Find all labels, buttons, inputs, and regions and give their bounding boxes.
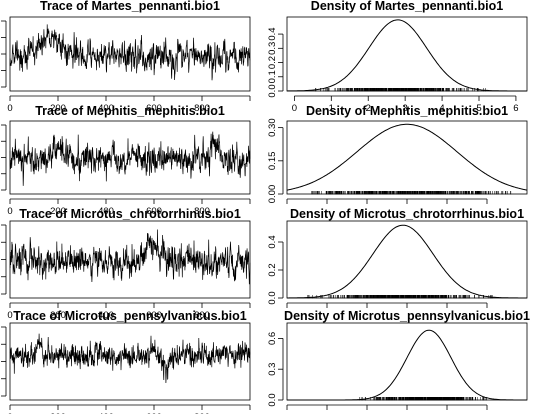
panel-6-title: Density of Microtus_chrotorrhinus.bio1	[290, 207, 524, 221]
panel-6-density-curve	[287, 224, 527, 299]
panel-5-trace-line	[9, 229, 251, 285]
panel-3-x-tick-label: 0	[7, 206, 12, 217]
panel-5-x-tick-label: 200	[50, 310, 66, 321]
panel-1-x-tick-label: 0	[7, 103, 12, 114]
panel-1-title: Trace of Martes_pennanti.bio1	[40, 0, 220, 13]
panel-8-density-curve	[287, 329, 527, 401]
panel-4-y-axis: 0.00 0.15 0.30	[267, 118, 284, 204]
panel-8-y-axis: 0.0 0.3 0.6	[267, 332, 284, 407]
panel-2-x-tick-label: 4	[439, 103, 444, 114]
panel-7-title: Trace of Microtus_pennsylvanicus.bio1	[13, 309, 246, 323]
panel-7-y-axis	[1, 326, 7, 397]
panel-6-y-axis: 0.0 0.2 0.4	[267, 235, 284, 305]
panel-1-frame	[9, 16, 251, 92]
panel-5-x-tick-label: 400	[98, 310, 114, 321]
panel-6-x-axis	[286, 302, 488, 308]
panel-7-x-axis: 0 200 400 600 800	[7, 404, 251, 414]
panel-3-x-tick-label: 600	[146, 206, 162, 217]
panel-3-trace-line	[9, 131, 251, 186]
panel-5-series	[9, 229, 251, 285]
panel-1-series	[9, 24, 251, 81]
panel-7-frame	[9, 322, 251, 401]
panel-1-x-tick-label: 600	[146, 103, 162, 114]
panel-8-title: Density of Microtus_pennsylvanicus.bio1	[284, 309, 530, 323]
panel-3-y-axis	[1, 124, 7, 191]
panel-2-y-tick-label: 0.3	[267, 42, 278, 55]
panel-1: Trace of Martes_pennanti.bio1 0 200 400 600 8…	[1, 0, 251, 114]
panel-5-x-tick-label: 0	[7, 310, 12, 321]
panel-5-y-axis	[1, 224, 7, 295]
panel-7-x-tick-label: 800	[194, 412, 210, 414]
panel-4-y-tick-label: 0.00	[267, 185, 278, 204]
panel-5-x-tick-label: 600	[146, 310, 162, 321]
panel-2-x-tick-label: 0	[292, 103, 297, 114]
panel-1-x-tick-label: 800	[194, 103, 210, 114]
panel-5: Trace of Microtus_chrotorrhinus.bio1 0 200…	[1, 207, 251, 321]
panel-3: Trace of Mephitis_mephitis.bio1 0 200 400 60…	[1, 104, 251, 217]
panel-5-x-axis: 0 200 400 600 800	[7, 302, 251, 321]
panel-4-density-curve	[286, 123, 528, 191]
panel-7-trace-line	[9, 333, 251, 384]
panel-6-y-tick-label: 0.2	[267, 263, 278, 276]
panel-2-y-tick-label: 0.4	[267, 27, 278, 40]
panel-2-title: Density of Martes_pennanti.bio1	[311, 0, 503, 13]
panel-8-series	[287, 329, 527, 401]
panel-8-x-axis	[286, 404, 488, 410]
panel-5-title: Trace of Microtus_chrotorrhinus.bio1	[19, 207, 241, 221]
panel-6: Density of Microtus_chrotorrhinus.bio1 0.…	[267, 207, 528, 308]
panel-4-frame	[286, 120, 528, 195]
panel-2-y-axis: 0.00.10.20.3 0.4	[267, 27, 284, 98]
panel-7-series	[9, 333, 251, 384]
panel-8: Density of Microtus_pennsylvanicus.bio10…	[267, 309, 530, 410]
panel-8-y-tick-label: 0.0	[267, 393, 278, 406]
panel-6-series	[287, 224, 527, 299]
panel-7-x-tick-label: 200	[50, 412, 66, 414]
panel-6-y-tick-label: 0.4	[267, 235, 278, 248]
panel-1-x-tick-label: 200	[50, 103, 66, 114]
panel-4: Density of Mephitis_mephitis.bio1 0.00 0.1…	[267, 104, 528, 204]
panel-8-y-tick-label: 0.6	[267, 332, 278, 345]
panel-2-density-curve	[286, 19, 527, 92]
panel-2-x-tick-label: 2	[366, 103, 371, 114]
panel-3-x-tick-label: 800	[194, 206, 210, 217]
panel-7-x-tick-label: 400	[98, 412, 114, 414]
panel-4-series	[286, 123, 528, 195]
panel-2-y-tick-label: 0.0	[267, 84, 278, 97]
panel-3-x-tick-label: 200	[50, 206, 66, 217]
panel-2-y-tick-label: 0.1	[267, 70, 278, 83]
panel-8-frame	[286, 322, 528, 401]
panel-5-frame	[9, 220, 251, 299]
panel-7-x-tick-label: 0	[7, 412, 12, 414]
panel-6-frame	[286, 220, 528, 299]
panel-2: Density of Martes_pennanti.bio1 0.00.10.2…	[267, 0, 528, 114]
panel-4-x-axis	[286, 198, 488, 204]
panel-4-y-tick-label: 0.15	[267, 152, 278, 171]
panel-2-x-tick-label: 3	[403, 103, 408, 114]
panel-1-y-axis	[1, 20, 7, 88]
panel-3-series	[9, 131, 251, 186]
panel-2-x-tick-label: 6	[513, 103, 518, 114]
panel-3-x-axis: 0 200 400 600 800	[7, 198, 251, 217]
panel-4-title: Density of Mephitis_mephitis.bio1	[306, 104, 508, 118]
panel-5-x-tick-label: 800	[194, 310, 210, 321]
panel-7: Trace of Microtus_pennsylvanicus.bio1020…	[1, 309, 251, 414]
panel-1-trace-line	[9, 24, 251, 81]
panel-3-x-tick-label: 400	[98, 206, 114, 217]
panel-2-frame	[286, 16, 528, 92]
panel-2-y-tick-label: 0.2	[267, 56, 278, 69]
panel-8-y-tick-label: 0.3	[267, 363, 278, 376]
panel-6-y-tick-label: 0.0	[267, 291, 278, 304]
panel-3-frame	[9, 120, 251, 195]
panel-7-x-tick-label: 600	[146, 412, 162, 414]
panel-2-x-tick-label: 5	[476, 103, 481, 114]
panel-3-title: Trace of Mephitis_mephitis.bio1	[35, 104, 225, 118]
panel-4-y-tick-label: 0.30	[267, 118, 278, 136]
panel-1-x-tick-label: 400	[98, 103, 114, 114]
panel-2-x-axis: 0 1 2 3 4 5 6	[292, 95, 519, 114]
panel-2-series	[286, 19, 527, 92]
panel-1-x-axis: 0 200 400 600 800	[7, 95, 251, 114]
panel-2-x-tick-label: 1	[329, 103, 334, 114]
